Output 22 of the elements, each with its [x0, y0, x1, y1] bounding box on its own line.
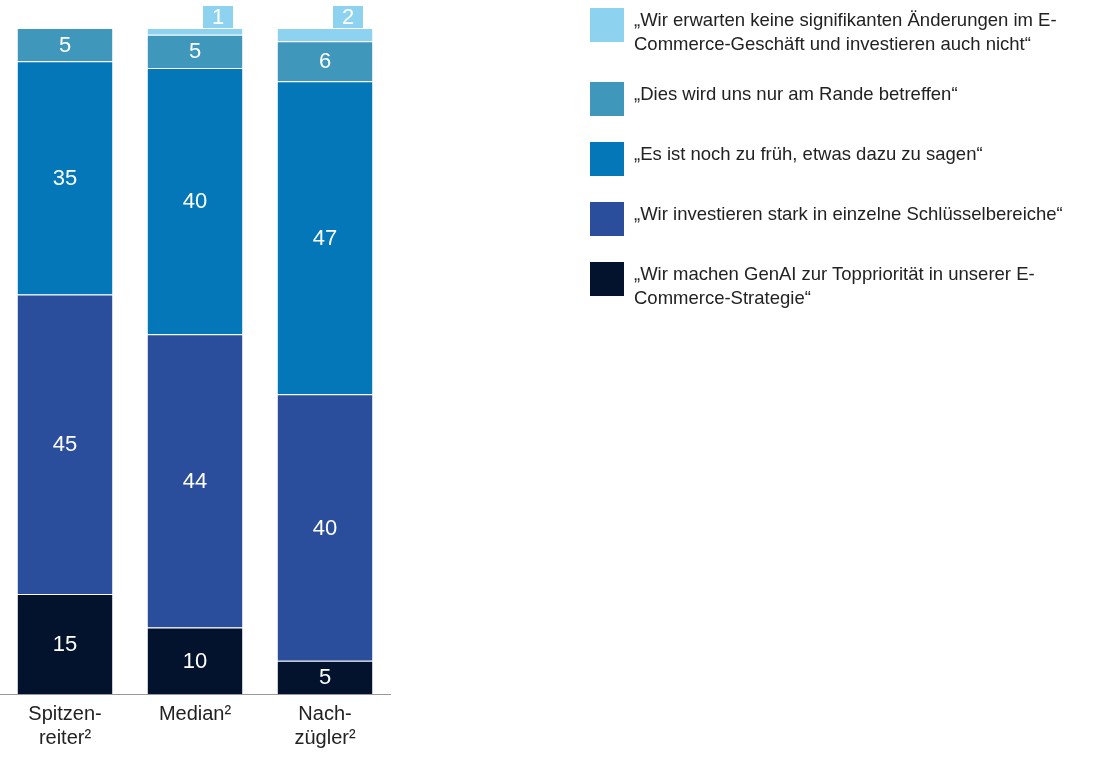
legend-label: „Wir erwarten keine signifikanten Änderungen im E-Commerce-Geschäft und investieren auch nicht“	[634, 8, 1058, 56]
data-label: 15	[52, 631, 78, 657]
legend-label: „Wir machen GenAI zur Toppriorität in unserer E-Commerce-Strategie“	[634, 262, 1036, 310]
x-tick-label: Spitzen- reiter²	[28, 701, 102, 748]
data-label: 6	[318, 48, 332, 74]
x-tick-label: Median²	[158, 701, 232, 724]
data-label: 44	[182, 467, 208, 493]
data-label: 2	[341, 4, 355, 30]
legend-label: „Dies wird uns nur am Rande betreffen“	[634, 82, 958, 106]
data-label: 10	[182, 647, 208, 673]
legend-label: „Wir investieren stark in einzelne Schlüsselbereiche“	[634, 202, 1063, 226]
data-label: 35	[52, 164, 78, 190]
data-label: 47	[312, 224, 338, 250]
data-label: 40	[312, 514, 338, 540]
data-label: 1	[211, 4, 225, 30]
data-label: 40	[182, 188, 208, 214]
data-label: 5	[318, 664, 332, 690]
data-label: 5	[58, 31, 72, 57]
x-tick-label: Nach- zügler²	[294, 701, 356, 748]
legend-label: „Es ist noch zu früh, etwas dazu zu sagen“	[634, 142, 983, 166]
data-label: 45	[52, 431, 78, 457]
data-label: 5	[188, 38, 202, 64]
